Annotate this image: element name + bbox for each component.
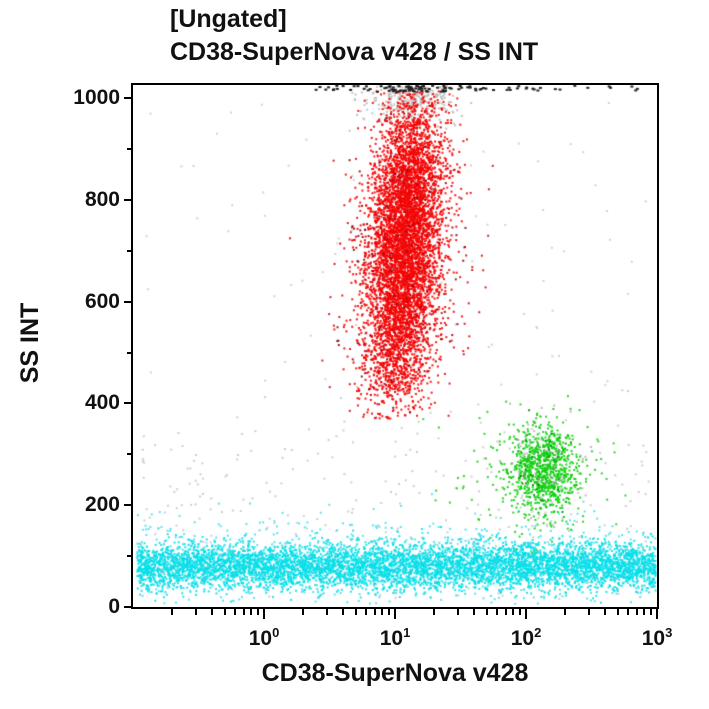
x-axis-title: CD38-SuperNova v428	[261, 659, 529, 687]
y-tick-label: 0	[108, 595, 120, 618]
x-major-tick	[525, 609, 527, 619]
x-minor-tick	[171, 609, 174, 615]
x-minor-tick	[257, 609, 259, 615]
x-minor-tick	[388, 609, 390, 615]
x-minor-tick	[564, 609, 567, 615]
y-tick-label: 200	[84, 493, 120, 517]
y-major-tick	[124, 198, 133, 201]
x-minor-tick	[495, 609, 498, 615]
plot-title: [Ungated] CD38-SuperNova v428 / SS INT	[170, 3, 538, 69]
x-minor-tick	[210, 609, 213, 615]
scatter-canvas[interactable]	[133, 85, 657, 607]
x-minor-tick	[504, 609, 507, 615]
x-minor-tick	[643, 609, 646, 615]
x-tick-label: 103	[641, 625, 673, 650]
x-minor-tick	[381, 609, 384, 615]
x-minor-tick	[485, 609, 488, 615]
y-tick-label: 400	[84, 391, 120, 415]
y-minor-tick	[127, 249, 133, 252]
x-minor-tick	[223, 609, 226, 615]
x-minor-tick	[650, 609, 652, 615]
x-minor-tick	[626, 609, 629, 615]
x-minor-tick	[302, 609, 305, 615]
x-major-tick	[263, 609, 265, 619]
x-major-tick	[394, 609, 396, 619]
x-major-tick	[656, 609, 658, 619]
plot-area[interactable]	[131, 83, 659, 609]
y-minor-tick	[127, 351, 133, 354]
x-minor-tick	[433, 609, 436, 615]
gate-label: [Ungated]	[170, 5, 287, 33]
x-minor-tick	[250, 609, 253, 615]
y-minor-tick	[127, 147, 133, 150]
x-tick-label: 100	[248, 625, 280, 650]
x-tick-label: 102	[510, 625, 542, 650]
x-minor-tick	[242, 609, 245, 615]
y-minor-tick	[127, 453, 133, 456]
x-minor-tick	[194, 609, 197, 615]
x-minor-tick	[233, 609, 236, 615]
x-minor-tick	[635, 609, 638, 615]
x-minor-tick	[354, 609, 357, 615]
y-tick-label: 600	[84, 289, 120, 313]
y-major-tick	[124, 504, 133, 507]
x-minor-tick	[456, 609, 459, 615]
x-minor-tick	[512, 609, 515, 615]
x-minor-tick	[364, 609, 367, 615]
x-minor-tick	[325, 609, 328, 615]
y-major-tick	[124, 402, 133, 405]
x-minor-tick	[587, 609, 590, 615]
x-tick-label: 101	[379, 625, 411, 650]
x-minor-tick	[373, 609, 376, 615]
y-major-tick	[124, 97, 133, 99]
x-minor-tick	[603, 609, 606, 615]
y-tick-label: 1000	[73, 86, 120, 109]
x-minor-tick	[519, 609, 521, 615]
y-minor-tick	[127, 555, 133, 558]
x-minor-tick	[616, 609, 619, 615]
y-major-tick	[124, 300, 133, 303]
x-minor-tick	[341, 609, 344, 615]
y-major-tick	[124, 606, 133, 608]
x-minor-tick	[472, 609, 475, 615]
y-tick-label: 800	[84, 187, 120, 211]
parameter-pair-label: CD38-SuperNova v428 / SS INT	[170, 38, 539, 66]
